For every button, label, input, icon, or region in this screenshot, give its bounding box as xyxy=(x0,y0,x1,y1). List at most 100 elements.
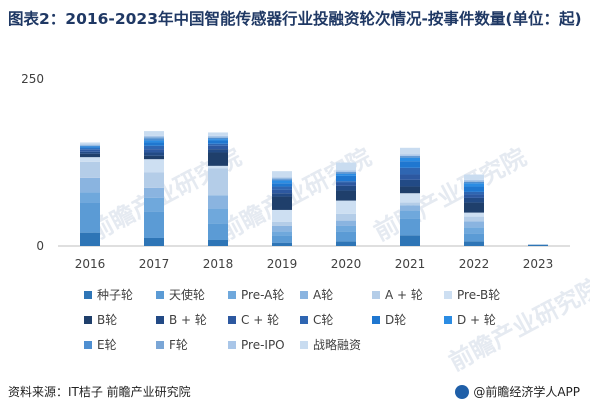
bar-segment xyxy=(336,241,356,246)
bar-segment xyxy=(336,171,356,173)
bar-segment xyxy=(272,177,292,179)
bar-segment xyxy=(208,195,228,209)
bar-segment xyxy=(336,231,356,242)
bar-segment xyxy=(400,210,420,219)
bar-segment xyxy=(80,192,100,203)
bar-segment xyxy=(464,212,484,217)
bar-segment xyxy=(272,179,292,181)
stacked-bar-chart: 0 250 2016 2017 2018 2019 2020 2021 2022 2023 种子轮 天… xyxy=(21,72,570,352)
bar-segment xyxy=(272,196,292,210)
bar-segment xyxy=(144,145,164,150)
legend-swatch xyxy=(372,316,380,324)
legend-label: Pre-A轮 xyxy=(241,288,284,302)
x-tick-label: 2022 xyxy=(459,257,490,271)
bar-segment xyxy=(144,197,164,212)
bar-segment xyxy=(464,179,484,182)
legend-swatch xyxy=(444,316,452,324)
brand: @前瞻经济学人APP xyxy=(455,383,580,400)
bar-segment xyxy=(272,235,292,243)
bar-segment xyxy=(144,140,164,143)
bar-segment xyxy=(144,137,164,139)
legend-swatch xyxy=(228,291,236,299)
bar-segment xyxy=(144,211,164,238)
bar-segment xyxy=(272,221,292,226)
bar-segment xyxy=(80,144,100,146)
bar-segment xyxy=(336,225,356,232)
bar-segment xyxy=(528,244,548,246)
bar-segment xyxy=(400,186,420,194)
bar-segment xyxy=(464,194,484,198)
brand-text: @前瞻经济学人APP xyxy=(473,385,580,399)
bar-segment xyxy=(400,174,420,180)
legend-swatch xyxy=(156,316,164,324)
bar-segment xyxy=(400,179,420,187)
bar-segment xyxy=(464,216,484,222)
bar-segment xyxy=(464,181,484,184)
bar-segment xyxy=(144,237,164,246)
legend-swatch xyxy=(156,341,164,349)
legend-label: Pre-IPO xyxy=(241,338,285,352)
legend-swatch xyxy=(84,291,92,299)
bar-segment xyxy=(80,145,100,146)
bar-segment xyxy=(80,148,100,150)
bar-segment xyxy=(208,168,228,196)
bar-segment xyxy=(144,142,164,146)
legend-label: F轮 xyxy=(169,338,188,352)
bar-segment xyxy=(208,137,228,140)
bar-segment xyxy=(400,235,420,246)
bar-segment xyxy=(464,227,484,234)
bar-segment xyxy=(80,149,100,152)
legend-label: A轮 xyxy=(313,288,333,302)
legend-label: 天使轮 xyxy=(169,287,205,302)
bar-segment xyxy=(400,156,420,158)
bar-segment xyxy=(80,147,100,149)
bar-segment xyxy=(272,225,292,232)
x-tick-label: 2016 xyxy=(75,257,106,271)
bar-segment xyxy=(144,131,164,136)
legend-swatch xyxy=(444,291,452,299)
bar-segment xyxy=(400,205,420,211)
bar-segment xyxy=(208,165,228,169)
legend-label: Pre-B轮 xyxy=(457,288,500,302)
x-tick-label: 2023 xyxy=(523,257,554,271)
legend-label: D + 轮 xyxy=(457,313,496,327)
y-tick-label: 0 xyxy=(36,239,44,253)
bar-segment xyxy=(144,159,164,173)
bar-segment xyxy=(208,149,228,153)
legend-swatch xyxy=(372,291,380,299)
bar-segment xyxy=(464,181,484,182)
bar-segment xyxy=(272,171,292,178)
bar-segment xyxy=(464,197,484,203)
brand-logo-icon xyxy=(455,384,470,399)
bar-segment xyxy=(208,137,228,138)
bar-segment xyxy=(336,173,356,176)
bar-segment xyxy=(272,242,292,246)
bar-segment xyxy=(80,157,100,162)
bar-segment xyxy=(272,186,292,190)
legend-swatch xyxy=(300,291,308,299)
bar-segment xyxy=(208,145,228,150)
bar-segment xyxy=(400,218,420,236)
bar-segment xyxy=(144,152,164,156)
bar-segment xyxy=(336,170,356,172)
bar-segment xyxy=(272,180,292,184)
legend-label: C轮 xyxy=(313,313,333,327)
bar-segment xyxy=(80,151,100,154)
bar-segment xyxy=(464,174,484,180)
x-tick-label: 2020 xyxy=(331,257,362,271)
bar-segment xyxy=(336,182,356,186)
bar-segment xyxy=(400,193,420,203)
bar-segment xyxy=(464,202,484,213)
bar-segment xyxy=(336,213,356,221)
bar-segment xyxy=(400,161,420,168)
bar-segment xyxy=(464,191,484,195)
bar-segment xyxy=(336,175,356,182)
bar-segment xyxy=(208,143,228,146)
legend-label: C + 轮 xyxy=(241,313,279,327)
bar-segment xyxy=(208,152,228,166)
bar-segment xyxy=(208,140,228,144)
legend-swatch xyxy=(84,341,92,349)
bar-segment xyxy=(144,149,164,153)
bar-segment xyxy=(208,139,228,141)
bar-segment xyxy=(80,161,100,178)
